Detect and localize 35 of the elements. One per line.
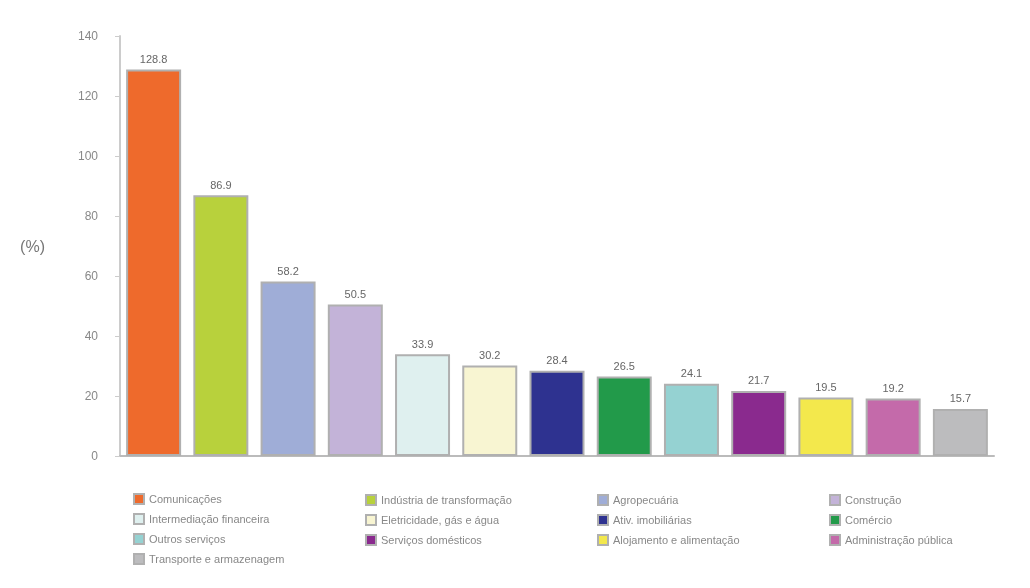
data-label: 86.9 — [210, 178, 232, 191]
y-tick-label: 80 — [84, 209, 99, 223]
data-label: 15.7 — [949, 392, 972, 405]
data-label: 33.9 — [411, 337, 434, 350]
y-tick-label: 120 — [77, 89, 99, 103]
legend-label: Comércio — [845, 514, 893, 526]
y-axis-title: (%) — [20, 237, 45, 255]
legend-label: Comunicações — [149, 493, 223, 505]
data-label: 19.5 — [815, 381, 837, 393]
y-tick-label: 100 — [77, 149, 99, 163]
data-label: 58.2 — [277, 264, 299, 277]
data-label: 50.5 — [344, 288, 367, 300]
y-tick-label: 20 — [84, 389, 99, 403]
legend-label: Serviços domésticos — [381, 534, 483, 546]
data-label: 128.8 — [139, 53, 168, 66]
data-label: 26.5 — [613, 360, 635, 372]
legend-label: Intermediação financeira — [149, 513, 271, 525]
data-label: 30.2 — [479, 348, 501, 361]
legend-label: Indústria de transformação — [381, 494, 512, 506]
legend-label: Eletricidade, gás e água — [381, 514, 500, 526]
y-tick-label: 40 — [84, 329, 99, 343]
legend-label: Transporte e armazenagem — [149, 553, 285, 565]
legend-label: Ativ. imobiliárias — [613, 514, 693, 526]
legend-label: Construção — [845, 494, 902, 506]
y-tick-label: 0 — [91, 449, 99, 463]
legend-label: Administração pública — [845, 534, 954, 546]
y-tick-label: 60 — [84, 269, 99, 283]
data-label: 19.2 — [882, 381, 904, 394]
legend-label: Agropecuária — [613, 494, 680, 506]
data-label: 21.7 — [747, 374, 770, 387]
legend-label: Outros serviços — [149, 533, 226, 545]
data-label: 24.1 — [680, 367, 703, 380]
legend-label: Alojamento e alimentação — [613, 534, 740, 546]
y-tick-label: 140 — [77, 29, 99, 43]
data-label: 28.4 — [546, 354, 568, 367]
